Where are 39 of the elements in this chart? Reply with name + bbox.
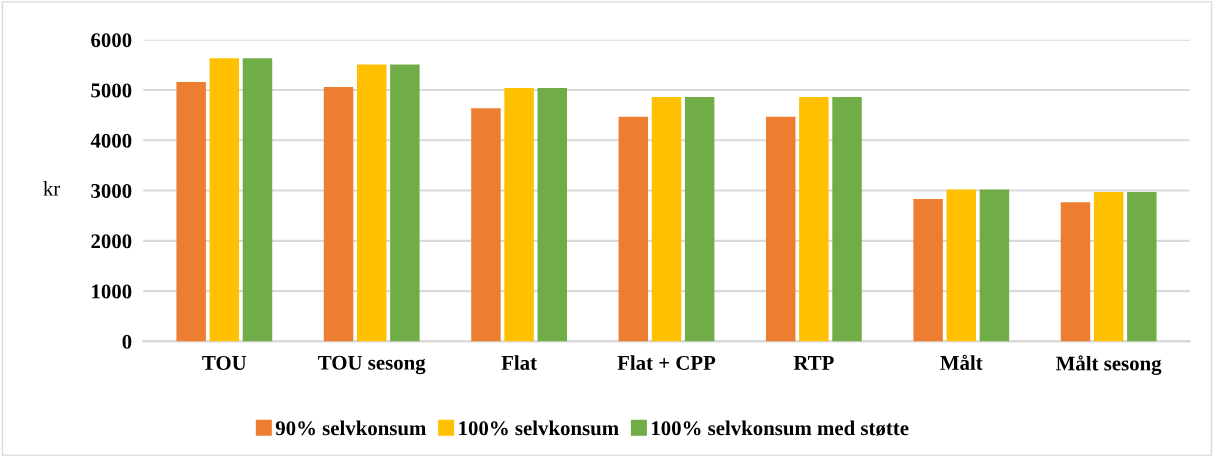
bar xyxy=(913,199,943,342)
bar xyxy=(242,58,273,342)
y-tick-label: 3000 xyxy=(91,183,132,198)
x-tick-label: Målt sesong xyxy=(1056,355,1162,375)
bar xyxy=(1093,192,1124,342)
bar xyxy=(1127,192,1157,342)
legend-label: 100% selvkonsum xyxy=(459,420,619,436)
bar xyxy=(799,97,829,342)
bar xyxy=(356,64,387,342)
bar xyxy=(832,97,862,342)
x-tick-label: TOU xyxy=(202,355,247,370)
bar xyxy=(684,97,715,342)
y-tick-label: 0 xyxy=(122,334,132,349)
x-tick-label: TOU sesong xyxy=(318,355,426,375)
bar xyxy=(946,189,976,342)
bar xyxy=(765,116,796,342)
bar xyxy=(979,189,1010,342)
x-tick-label: Flat xyxy=(501,355,537,370)
bar xyxy=(390,64,420,342)
bar xyxy=(618,116,649,342)
y-tick-label: 6000 xyxy=(91,33,132,48)
x-tick-label: Flat + CPP xyxy=(617,355,716,370)
x-tick-label: Målt xyxy=(940,354,983,370)
y-tick-label: 4000 xyxy=(90,133,132,148)
y-tick-label: 5000 xyxy=(91,83,132,98)
bar xyxy=(504,88,534,342)
bar xyxy=(323,87,354,342)
bar xyxy=(471,108,501,342)
x-tick-label: RTP xyxy=(793,356,834,370)
y-tick-label: 1000 xyxy=(92,284,132,299)
bar xyxy=(209,58,240,342)
bar xyxy=(537,88,567,342)
y-tick-label: 2000 xyxy=(91,234,132,249)
bar xyxy=(176,81,206,342)
bar xyxy=(1060,202,1091,342)
legend-label: 90% selvkonsum xyxy=(275,420,426,436)
legend-label: 100% selvkonsum med støtte xyxy=(652,420,909,436)
bar xyxy=(651,97,682,342)
y-axis-title: kr xyxy=(43,181,61,196)
